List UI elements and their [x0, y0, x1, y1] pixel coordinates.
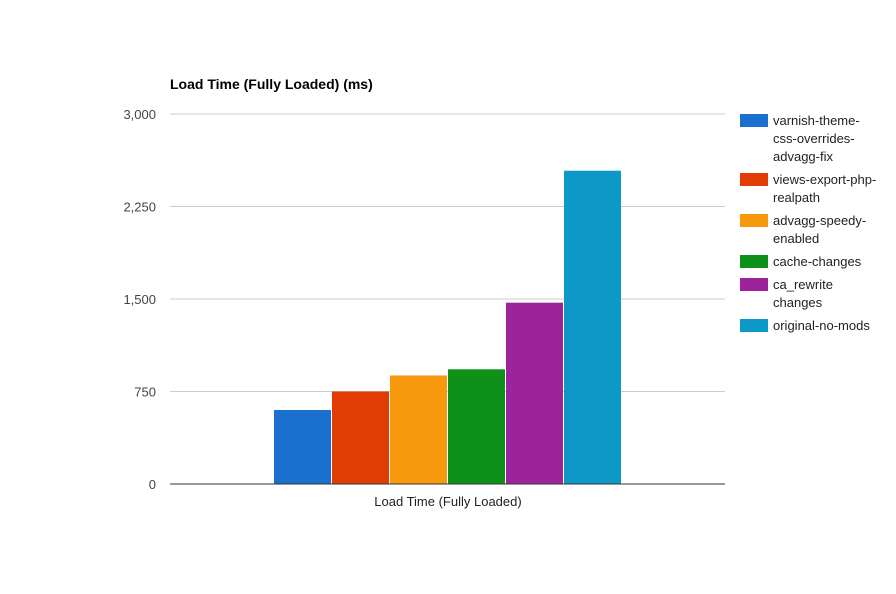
y-tick-label: 2,250	[123, 200, 156, 215]
gridlines	[170, 113, 725, 392]
y-tick-label: 1,500	[123, 292, 156, 307]
bar-views-export-php-realpath	[332, 391, 389, 484]
legend-item: advagg-speedy-enabled	[740, 213, 866, 246]
legend-label: views-export-php-	[773, 172, 876, 187]
legend-label: cache-changes	[773, 254, 862, 269]
y-tick-label: 3,000	[123, 107, 156, 122]
bar-original-no-mods	[564, 170, 621, 484]
bars	[274, 170, 621, 484]
legend-item: views-export-php-realpath	[740, 172, 876, 205]
bar-advagg-speedy-enabled	[390, 375, 447, 484]
bar-ca-rewrite-changes	[506, 302, 563, 484]
legend-label: varnish-theme-	[773, 113, 860, 128]
legend: varnish-theme-css-overrides-advagg-fix vi…	[740, 113, 876, 333]
bar-cache-changes	[448, 369, 505, 484]
legend-swatch	[740, 173, 768, 186]
chart-title: Load Time (Fully Loaded) (ms)	[170, 76, 373, 92]
legend-swatch	[740, 278, 768, 291]
legend-label: original-no-mods	[773, 318, 870, 333]
legend-label: ca_rewrite	[773, 277, 833, 292]
legend-label: advagg-speedy-	[773, 213, 866, 228]
bar-varnish-theme-css-overrides-advagg-fix	[274, 410, 331, 484]
legend-label: advagg-fix	[773, 149, 833, 164]
legend-swatch	[740, 255, 768, 268]
legend-swatch	[740, 319, 768, 332]
x-category-label: Load Time (Fully Loaded)	[374, 494, 521, 509]
legend-label: realpath	[773, 190, 820, 205]
legend-label: css-overrides-	[773, 131, 855, 146]
y-axis-ticks: 0 750 1,500 2,250 3,000	[123, 107, 156, 492]
legend-label: enabled	[773, 231, 819, 246]
legend-item: varnish-theme-css-overrides-advagg-fix	[740, 113, 860, 164]
legend-item: original-no-mods	[740, 318, 870, 333]
legend-label: changes	[773, 295, 823, 310]
y-tick-label: 750	[134, 385, 156, 400]
legend-swatch	[740, 114, 768, 127]
legend-item: cache-changes	[740, 254, 862, 269]
legend-swatch	[740, 214, 768, 227]
y-tick-label: 0	[149, 477, 156, 492]
